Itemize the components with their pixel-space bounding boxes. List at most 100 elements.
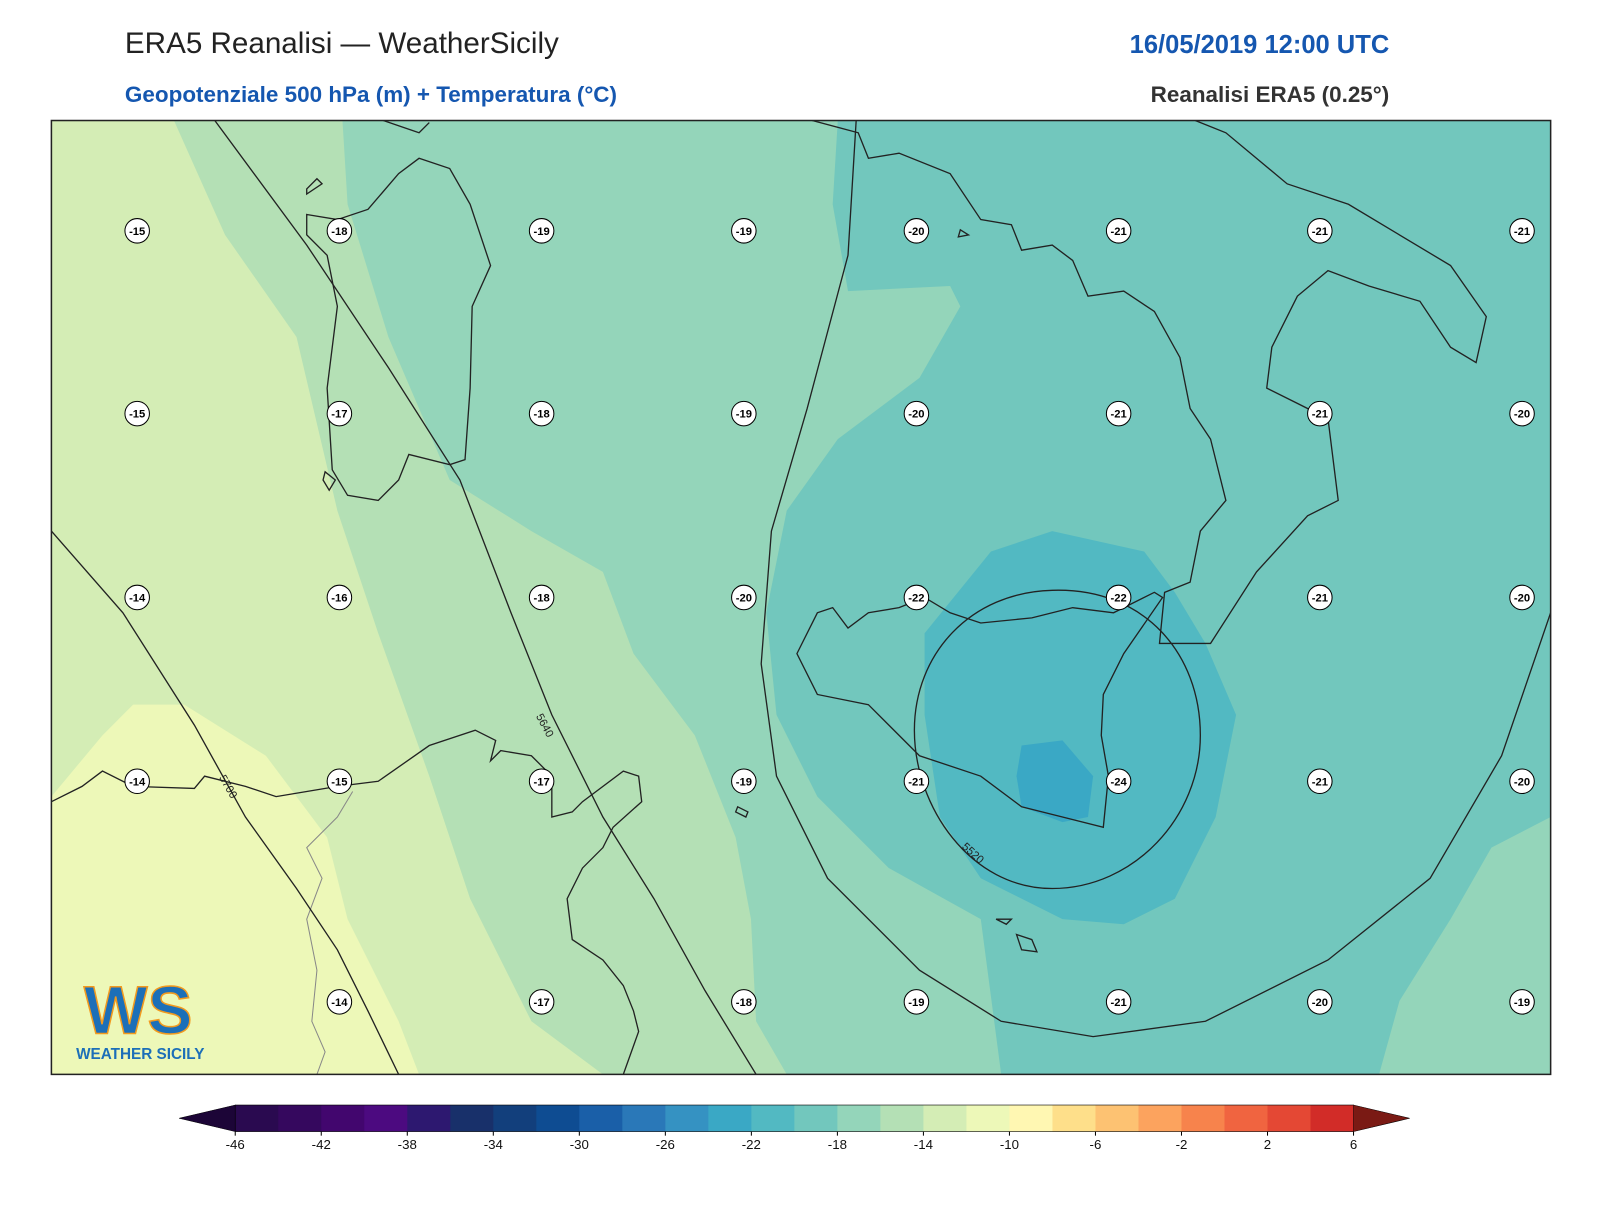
station-marker bbox=[903, 218, 930, 244]
colorbar-bin bbox=[321, 1105, 365, 1132]
station-marker bbox=[1307, 218, 1333, 244]
station-marker bbox=[326, 989, 353, 1015]
station: -21 bbox=[903, 768, 930, 795]
temperature-label: -19 bbox=[736, 776, 752, 788]
station: -22 bbox=[1105, 584, 1132, 611]
temperature-label: -19 bbox=[736, 409, 752, 421]
temperature-label: -21 bbox=[1111, 226, 1127, 238]
temperature-label: -20 bbox=[736, 593, 752, 605]
station-marker bbox=[731, 400, 757, 427]
station-marker bbox=[903, 989, 930, 1015]
temperature-label: -22 bbox=[1111, 593, 1127, 605]
colorbar-bin bbox=[794, 1105, 838, 1132]
station: -19 bbox=[528, 218, 555, 244]
station: -20 bbox=[1509, 400, 1535, 427]
temperature-label: -20 bbox=[1312, 997, 1328, 1009]
field bbox=[1379, 817, 1551, 1075]
colorbar-tick-label: -2 bbox=[1176, 1137, 1188, 1152]
colorbar-tick-label: -46 bbox=[226, 1137, 245, 1152]
station: -21 bbox=[1509, 218, 1535, 244]
colorbar-tick-label: -14 bbox=[914, 1137, 933, 1152]
station-marker bbox=[528, 584, 555, 611]
contour bbox=[913, 589, 1202, 890]
station: -14 bbox=[124, 584, 150, 611]
station: -17 bbox=[326, 400, 353, 427]
subtitle: Geopotenziale 500 hPa (m) + Temperatura … bbox=[125, 82, 617, 107]
contour bbox=[760, 120, 1551, 1038]
station: -20 bbox=[1509, 768, 1535, 795]
station-marker bbox=[903, 400, 930, 427]
station: -21 bbox=[1307, 400, 1333, 427]
colorbar-bin bbox=[450, 1105, 494, 1132]
station-marker bbox=[903, 584, 930, 611]
temperature-label: -17 bbox=[534, 997, 550, 1009]
station: -20 bbox=[903, 400, 930, 427]
station: -15 bbox=[326, 768, 353, 795]
colorbar-bin bbox=[966, 1105, 1010, 1132]
coastline bbox=[812, 120, 1488, 645]
colorbar-tick-label: 6 bbox=[1350, 1137, 1357, 1152]
colorbar: -46 -42 -38 -34 -30 -26 -22 -18 -14 -10 -6 -2 2 6 bbox=[179, 1104, 1410, 1152]
station: -18 bbox=[528, 400, 555, 427]
colorbar-bin bbox=[493, 1105, 537, 1132]
station-marker bbox=[124, 584, 150, 611]
station-marker bbox=[731, 989, 757, 1015]
station: -21 bbox=[1105, 989, 1132, 1015]
station-marker bbox=[731, 218, 757, 244]
station-marker bbox=[1105, 584, 1132, 611]
station-marker bbox=[326, 584, 353, 611]
colorbar-bin bbox=[364, 1105, 408, 1132]
station: -21 bbox=[1105, 400, 1132, 427]
colorbar-bin bbox=[751, 1105, 795, 1132]
station-marker bbox=[326, 400, 353, 427]
colorbar-bin bbox=[235, 1105, 279, 1132]
colorbar-tick-label: -6 bbox=[1090, 1137, 1102, 1152]
station: -15 bbox=[124, 218, 150, 244]
datetime: 16/05/2019 12:00 UTC bbox=[1130, 31, 1390, 59]
station: -14 bbox=[326, 989, 353, 1015]
field bbox=[51, 704, 420, 1075]
station-marker bbox=[1509, 768, 1535, 795]
colorbar-tick-label: -10 bbox=[1000, 1137, 1019, 1152]
temperature-label: -16 bbox=[331, 593, 347, 605]
station: -17 bbox=[528, 989, 555, 1015]
temperature-label: -15 bbox=[129, 226, 145, 238]
station: -20 bbox=[731, 584, 757, 611]
station-marker bbox=[326, 218, 353, 244]
coastline bbox=[306, 120, 492, 502]
temperature-label: -18 bbox=[331, 226, 347, 238]
station: -22 bbox=[903, 584, 930, 611]
colorbar-tick-label: -26 bbox=[656, 1137, 675, 1152]
temperature-label: -20 bbox=[908, 409, 924, 421]
station-marker bbox=[731, 584, 757, 611]
colorbar-bin bbox=[1310, 1105, 1355, 1132]
station: -21 bbox=[1307, 584, 1333, 611]
temperature-label: -21 bbox=[1312, 593, 1328, 605]
colorbar-bin bbox=[1224, 1105, 1269, 1132]
colorbar-bin bbox=[837, 1105, 881, 1132]
station: -19 bbox=[731, 400, 757, 427]
temperature-label: -22 bbox=[908, 593, 924, 605]
station: -19 bbox=[731, 218, 757, 244]
colorbar-tick-label: -30 bbox=[570, 1137, 589, 1152]
station-marker bbox=[903, 768, 930, 795]
station: -20 bbox=[903, 218, 930, 244]
station-marker bbox=[528, 218, 555, 244]
station: -19 bbox=[903, 989, 930, 1015]
temperature-label: -14 bbox=[331, 997, 348, 1009]
station-marker bbox=[528, 768, 555, 795]
title: ERA5 Reanalisi — WeatherSicily bbox=[125, 27, 559, 60]
station: -21 bbox=[1307, 768, 1333, 795]
station-marker bbox=[528, 989, 555, 1015]
map-frame bbox=[50, 119, 1552, 1076]
colorbar-bin bbox=[1181, 1105, 1226, 1132]
colorbar-frame bbox=[234, 1104, 1354, 1132]
temperature-label: -17 bbox=[331, 409, 347, 421]
station-marker bbox=[1307, 768, 1333, 795]
temperature-label: -19 bbox=[534, 226, 550, 238]
temperature-label: -20 bbox=[908, 226, 924, 238]
station: -18 bbox=[326, 218, 353, 244]
station: -16 bbox=[326, 584, 353, 611]
